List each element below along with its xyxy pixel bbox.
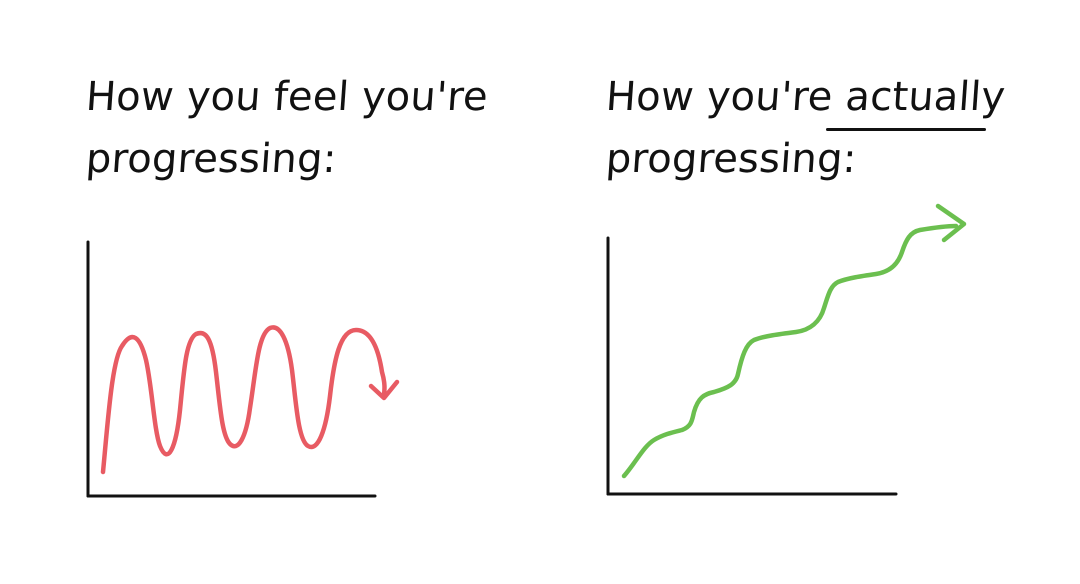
left-oscillating-curve [100, 325, 387, 475]
right-panel: How you're actually progressing: [540, 0, 1080, 584]
left-arrowhead [368, 379, 400, 401]
left-panel: How you feel you're progressing: [84, 74, 489, 498]
left-graph [86, 240, 400, 498]
right-arrowhead [935, 203, 967, 243]
right-graph [606, 203, 967, 496]
right-progress-curve [621, 223, 959, 479]
emphasis-underline [826, 128, 986, 131]
